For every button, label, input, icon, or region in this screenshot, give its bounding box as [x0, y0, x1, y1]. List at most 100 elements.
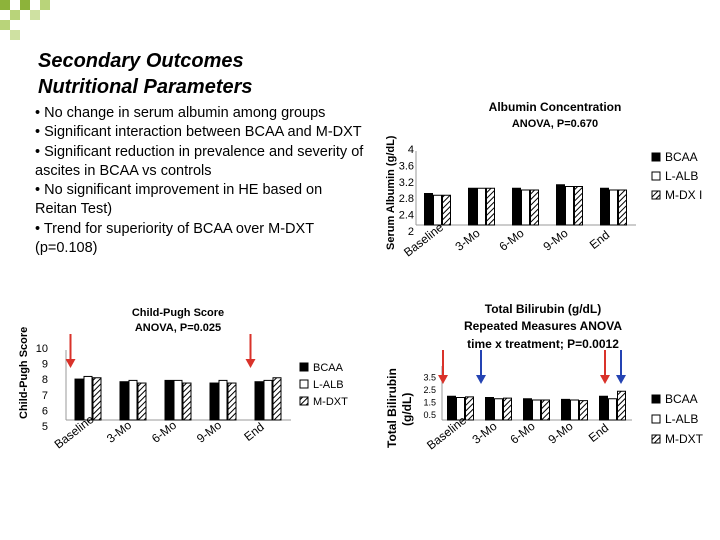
bar	[447, 395, 456, 421]
y-tick-labels: 3.5 2.5 1.5 0.5	[423, 372, 436, 420]
y-tick-labels: 10 9 8 7 6 5	[36, 343, 48, 433]
y-tick-label: 6	[42, 405, 48, 417]
bar	[209, 382, 219, 421]
legend-label: L-ALB	[665, 412, 698, 426]
arrow-head	[616, 375, 626, 384]
y-axis-label: Child-Pugh Score	[18, 327, 30, 419]
chart-title: Child-Pugh Score	[132, 307, 224, 319]
deco-square	[20, 0, 30, 10]
x-tick-label: End	[586, 421, 611, 445]
y-tick-label: 2.5	[423, 385, 436, 395]
albumin-chart: Albumin Concentration ANOVA, P=0.670 Ser…	[385, 100, 702, 260]
slide-title: Secondary Outcomes Nutritional Parameter…	[38, 48, 253, 100]
y-tick-label: 3.5	[423, 372, 436, 382]
bar	[137, 382, 147, 421]
arrow-head	[245, 359, 256, 368]
bullet-item: • Significant interaction between BCAA a…	[35, 124, 362, 141]
y-tick-label: 5	[42, 421, 48, 433]
y-tick-label: 2.8	[399, 193, 414, 205]
corner-decoration	[0, 0, 50, 40]
bar	[92, 377, 102, 421]
x-tick-label: 3-Mo	[469, 419, 499, 447]
child-pugh-chart: Child-Pugh Score ANOVA, P=0.025 Child-Pu…	[18, 307, 348, 452]
bar	[523, 398, 532, 421]
bar	[272, 377, 282, 421]
y-axis-label-line-2: (g/dL)	[400, 393, 414, 426]
deco-square	[30, 10, 40, 20]
y-tick-label: 2.4	[399, 210, 414, 222]
title-line-1: Secondary Outcomes	[38, 50, 244, 72]
x-tick-label: 3-Mo	[104, 418, 134, 446]
bar	[599, 395, 608, 421]
y-tick-label: 4	[408, 144, 414, 156]
bar	[574, 186, 583, 226]
chart-subtitle: ANOVA, P=0.025	[135, 322, 221, 334]
x-tick-label: 6-Mo	[507, 419, 537, 447]
bar	[512, 187, 521, 226]
bar	[173, 379, 183, 421]
bar	[465, 396, 474, 421]
x-tick-label: 9-Mo	[194, 418, 224, 446]
legend-label: M-DX I	[665, 188, 702, 202]
legend-label: M-DXT	[313, 396, 348, 408]
y-tick-label: 9	[42, 359, 48, 371]
deco-square	[0, 20, 10, 30]
bar	[119, 381, 129, 421]
legend-label: BCAA	[665, 150, 698, 164]
x-tick-label: 3-Mo	[452, 226, 482, 254]
bar	[468, 187, 477, 226]
legend: BCAA L-ALB M-DX I	[651, 150, 702, 202]
bar	[561, 398, 570, 421]
bar	[227, 382, 237, 421]
y-tick-label: 0.5	[423, 410, 436, 420]
bar	[456, 397, 465, 421]
bullet-item: • No significant improvement in HE based…	[35, 182, 323, 218]
x-tick-labels: Baseline 3-Mo 6-Mo 9-Mo End	[401, 220, 612, 260]
deco-square	[10, 30, 20, 40]
y-axis-label-line-1: Total Bilirubin	[385, 368, 399, 448]
bar	[617, 390, 626, 421]
arrow-head	[476, 375, 486, 384]
bar	[530, 189, 539, 226]
y-tick-label: 1.5	[423, 397, 436, 407]
legend-label: BCAA	[665, 392, 698, 406]
legend-swatch	[651, 171, 661, 181]
bar	[532, 399, 541, 421]
bar	[254, 381, 264, 421]
y-tick-label: 8	[42, 374, 48, 386]
bar	[579, 400, 588, 421]
bar	[486, 187, 495, 226]
bars-group	[415, 151, 636, 226]
bullet-item: • Significant reduction in prevalence an…	[35, 143, 364, 179]
legend-swatch	[299, 379, 309, 389]
y-tick-labels: 4 3.6 3.2 2.8 2.4 2	[399, 144, 414, 238]
legend-swatch	[651, 394, 661, 404]
bar	[608, 398, 617, 421]
bar	[433, 194, 442, 226]
title-line-2: Nutritional Parameters	[38, 76, 253, 98]
arrows-group	[65, 334, 256, 368]
bar	[164, 379, 174, 421]
chart-title: Albumin Concentration	[489, 100, 622, 114]
bars-group	[65, 350, 291, 421]
legend-swatch	[651, 152, 661, 162]
bar	[570, 399, 579, 421]
bars-group	[441, 366, 632, 421]
y-tick-label: 2	[408, 226, 414, 238]
legend-swatch	[299, 396, 309, 406]
legend-swatch	[651, 434, 661, 444]
x-tick-label: Baseline	[52, 412, 97, 452]
arrows-group	[438, 350, 626, 384]
y-axis-label: Serum Albumin (g/dL)	[385, 135, 397, 250]
x-tick-label: End	[241, 420, 266, 444]
legend: BCAA L-ALB M-DXT	[651, 392, 704, 446]
y-tick-label: 7	[42, 390, 48, 402]
arrow-head	[438, 375, 448, 384]
chart-subtitle-line-1: Repeated Measures ANOVA	[464, 319, 622, 333]
x-tick-label: 9-Mo	[540, 226, 570, 254]
chart-title: Total Bilirubin (g/dL)	[485, 302, 601, 316]
deco-square	[40, 0, 50, 10]
bar	[74, 378, 84, 421]
legend-label: M-DXT	[665, 432, 704, 446]
bullet-list: • No change in serum albumin among group…	[35, 104, 365, 258]
